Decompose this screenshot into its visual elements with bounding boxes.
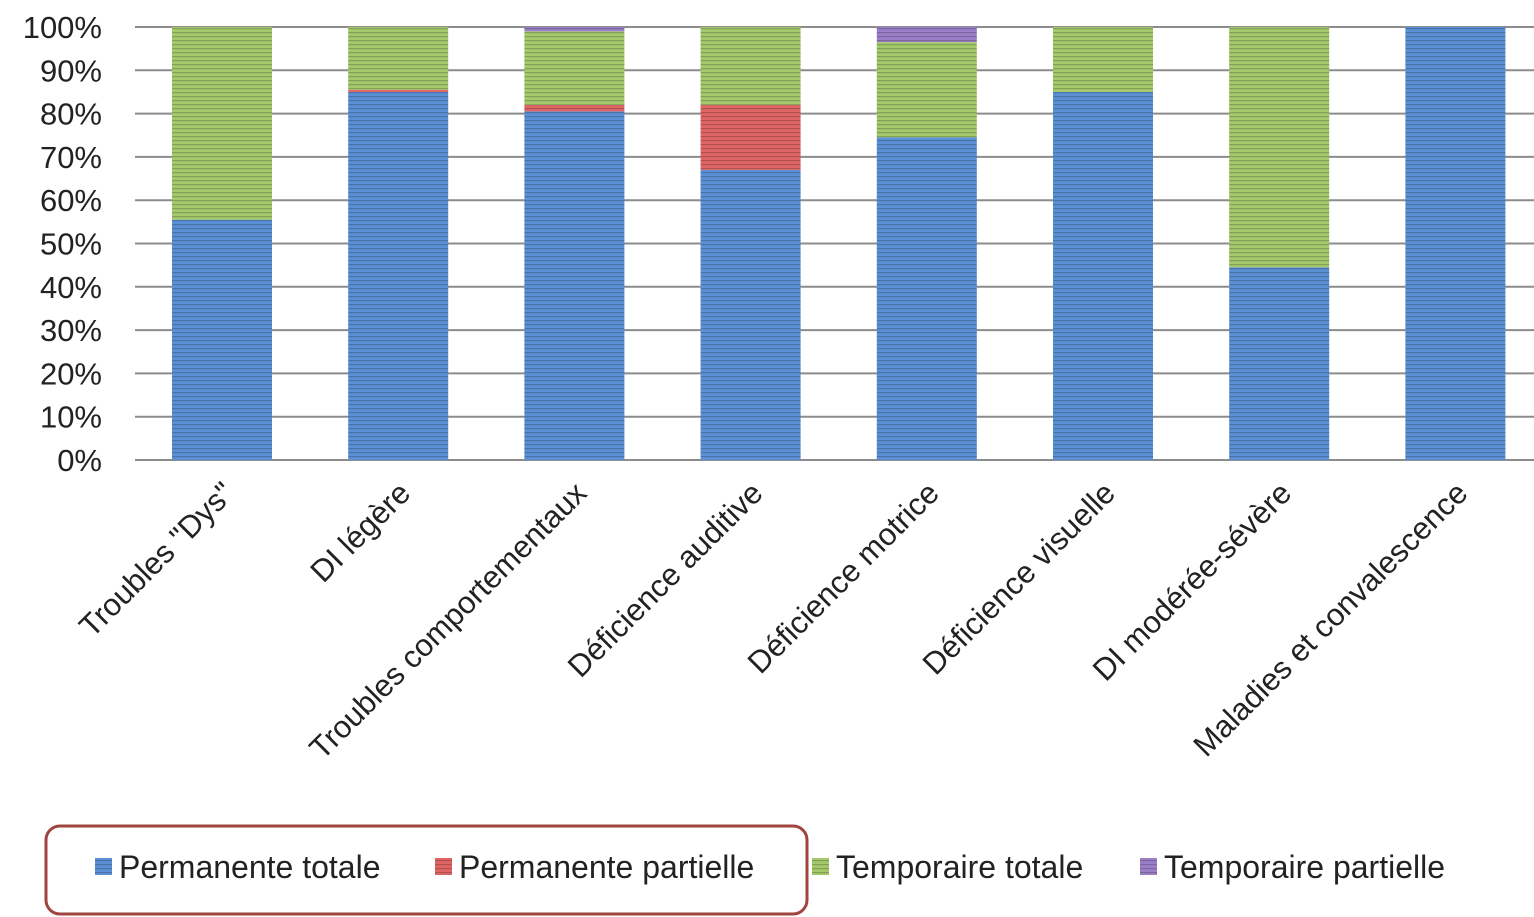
x-category-label: DI légère bbox=[303, 475, 417, 589]
y-axis-ticks: 0% 10% 20% 30% 40% 50% 60% 70% 80% 90% 100% bbox=[23, 10, 102, 478]
legend-highlight-box bbox=[44, 824, 809, 916]
bar-segment bbox=[700, 104, 801, 170]
y-tick-label: 40% bbox=[40, 270, 102, 305]
bar-segment bbox=[1053, 27, 1153, 92]
x-category-label: Déficience visuelle bbox=[916, 475, 1122, 681]
y-tick-label: 50% bbox=[40, 227, 102, 262]
bar-segment bbox=[876, 27, 977, 43]
x-category-label: Déficience motrice bbox=[741, 475, 946, 680]
bar-segment bbox=[172, 219, 272, 460]
legend-label: Permanente totale bbox=[119, 849, 381, 885]
legend-label: Temporaire totale bbox=[836, 849, 1083, 885]
y-tick-label: 20% bbox=[40, 356, 102, 391]
y-tick-label: 60% bbox=[40, 183, 102, 218]
y-tick-label: 70% bbox=[40, 140, 102, 175]
bar-segment bbox=[876, 42, 977, 138]
bar-segment bbox=[524, 27, 625, 32]
x-category-label: Troubles "Dys" bbox=[72, 475, 241, 644]
bar-segment bbox=[1229, 27, 1330, 268]
bar-segment bbox=[1405, 27, 1506, 460]
bar-segment bbox=[348, 27, 449, 90]
bars bbox=[172, 27, 1506, 461]
legend: Permanente totale Permanente partielle Tem… bbox=[95, 849, 1445, 885]
bar-segment bbox=[1053, 91, 1153, 460]
legend-swatch bbox=[95, 858, 112, 875]
bar-segment bbox=[876, 137, 977, 461]
y-tick-label: 90% bbox=[40, 53, 102, 88]
bar-segment bbox=[700, 169, 801, 460]
legend-swatch bbox=[435, 858, 452, 875]
y-tick-label: 10% bbox=[40, 400, 102, 435]
legend-swatch bbox=[812, 858, 829, 875]
bar-segment bbox=[700, 27, 801, 105]
bar-segment bbox=[1229, 267, 1330, 460]
x-category-label: Troubles comportementaux bbox=[303, 475, 594, 766]
bar-segment bbox=[524, 31, 625, 105]
y-tick-label: 0% bbox=[57, 443, 102, 478]
bar-segment bbox=[524, 111, 625, 460]
bar-segment bbox=[524, 104, 625, 112]
x-category-label: Déficience auditive bbox=[561, 475, 770, 684]
bar-segment bbox=[348, 89, 449, 92]
legend-label: Permanente partielle bbox=[459, 849, 754, 885]
legend-swatch bbox=[1140, 858, 1157, 875]
x-category-label: DI modérée-sévère bbox=[1086, 475, 1298, 687]
y-tick-label: 80% bbox=[40, 97, 102, 132]
legend-label: Temporaire partielle bbox=[1164, 849, 1445, 885]
bar-segment bbox=[348, 91, 449, 460]
y-tick-label: 30% bbox=[40, 313, 102, 348]
y-tick-label: 100% bbox=[23, 10, 102, 45]
bar-segment bbox=[172, 27, 272, 220]
